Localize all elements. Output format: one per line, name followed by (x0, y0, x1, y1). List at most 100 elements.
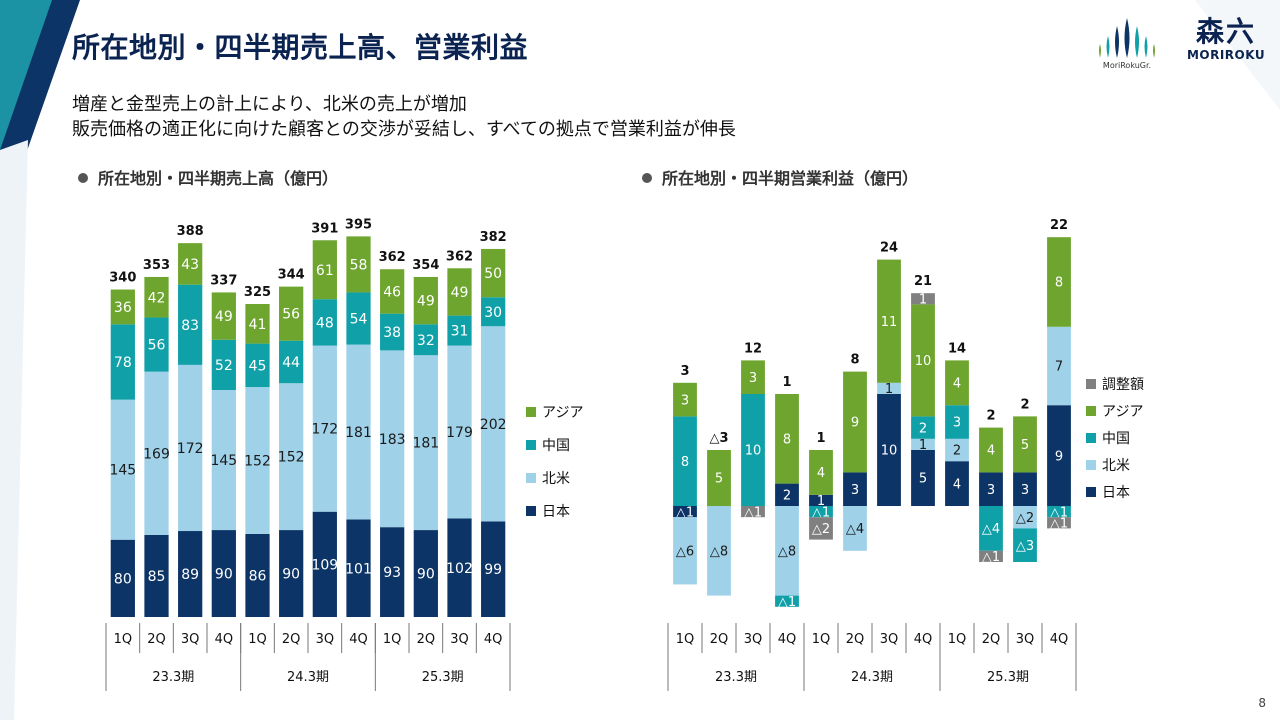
bullet-icon (78, 173, 88, 183)
bar-segment (843, 472, 867, 506)
bar-segment (911, 438, 935, 450)
segment-label: 49 (451, 285, 469, 301)
bar-segment (1013, 506, 1037, 529)
bar-segment (346, 236, 371, 293)
segment-label: △2 (1016, 511, 1034, 526)
profit-chart-heading: 所在地別・四半期営業利益（億円） (642, 165, 918, 189)
legend-label: 北米 (1102, 458, 1130, 474)
bar-segment (911, 293, 935, 305)
bar-segment (144, 534, 169, 617)
bar-segment (945, 405, 969, 439)
quarter-label: 3Q (181, 632, 200, 647)
segment-label: 10 (915, 354, 932, 369)
page-title: 所在地別・四半期売上高、営業利益 (72, 31, 529, 64)
bar-segment (110, 324, 135, 400)
quarter-label: 4Q (484, 632, 503, 647)
legend-label: 中国 (1102, 431, 1130, 447)
segment-label: 1 (919, 292, 927, 307)
sales-chart-title: 所在地別・四半期売上高（億円） (98, 169, 339, 188)
quarter-label: 1Q (248, 632, 267, 647)
segment-label: 9 (1055, 449, 1063, 464)
legend-swatch (526, 473, 536, 483)
legend-label: 日本 (542, 504, 570, 520)
segment-label: 2 (953, 444, 961, 459)
total-label: 353 (143, 258, 170, 273)
segment-label: 3 (749, 371, 757, 386)
bar-segment (178, 531, 203, 617)
segment-label: 152 (278, 450, 305, 466)
segment-label: 8 (681, 455, 689, 470)
quarter-label: 1Q (948, 632, 967, 647)
segment-label: 80 (114, 571, 132, 587)
segment-label: 36 (114, 300, 132, 316)
quarter-label: 3Q (744, 632, 763, 647)
segment-label: 3 (1021, 483, 1029, 498)
group-logo-text: MoriRokuGr. (1102, 61, 1152, 70)
logo-latin: MORIROKU (1186, 48, 1266, 62)
bar-segment (911, 304, 935, 417)
bar-segment (245, 387, 270, 534)
segment-label: 90 (215, 567, 233, 583)
segment-label: △1 (778, 595, 796, 610)
quarter-label: 4Q (215, 632, 234, 647)
profit-chart-title: 所在地別・四半期営業利益（億円） (662, 169, 919, 188)
segment-label: 56 (282, 307, 300, 323)
quarter-label: 4Q (778, 632, 797, 647)
bar-segment (447, 345, 472, 519)
segment-label: 4 (817, 466, 825, 481)
bar-segment (1047, 506, 1071, 518)
legend-swatch (526, 506, 536, 516)
total-label: 14 (948, 341, 966, 356)
moriroku-group-logo: MoriRokuGr. (1092, 14, 1162, 74)
total-label: 395 (345, 217, 372, 232)
segment-label: 52 (215, 358, 233, 374)
segment-label: 4 (987, 444, 995, 459)
bar-segment (413, 530, 438, 617)
bar-segment (245, 304, 270, 344)
quarter-label: 3Q (880, 632, 899, 647)
bar-segment (144, 317, 169, 372)
bar-segment (979, 427, 1003, 473)
bar-segment (1013, 528, 1037, 562)
segment-label: △1 (1050, 516, 1068, 531)
total-label: 354 (412, 258, 439, 273)
bar-segment (673, 517, 697, 585)
segment-label: 85 (148, 569, 166, 585)
bar-segment (413, 355, 438, 531)
bar-segment (775, 595, 799, 607)
bar-segment (741, 394, 765, 506)
total-label: 337 (210, 273, 237, 288)
total-label: 340 (109, 271, 136, 286)
segment-label: 56 (148, 338, 166, 354)
bar-segment (413, 324, 438, 356)
period-label: 23.3期 (715, 670, 757, 685)
segment-label: 4 (953, 477, 961, 492)
segment-label: 44 (282, 355, 300, 371)
bar-segment (481, 248, 506, 298)
segment-label: 45 (249, 358, 267, 374)
total-label: 12 (744, 341, 762, 356)
segment-label: 8 (783, 432, 791, 447)
total-label: 8 (850, 353, 859, 368)
bar-segment (809, 494, 833, 506)
bar-segment (945, 461, 969, 506)
segment-label: 102 (446, 561, 473, 577)
segment-label: 10 (881, 444, 898, 459)
period-label: 25.3期 (422, 670, 464, 685)
bar-segment (245, 343, 270, 388)
quarter-label: 1Q (812, 632, 831, 647)
segment-label: 38 (383, 325, 401, 341)
bar-segment (380, 350, 405, 528)
quarter-label: 1Q (114, 632, 133, 647)
segment-label: 86 (249, 569, 267, 585)
quarter-label: 4Q (349, 632, 368, 647)
total-label: 1 (782, 375, 791, 390)
segment-label: 145 (109, 463, 136, 479)
bar-segment (110, 399, 135, 540)
subtitle-line-2: 販売価格の適正化に向けた顧客との交渉が妥結し、すべての拠点で営業利益が伸長 (72, 119, 736, 140)
segment-label: 49 (417, 294, 435, 310)
segment-label: 31 (451, 324, 469, 340)
segment-label: 5 (1021, 438, 1029, 453)
bar-segment (809, 506, 833, 518)
